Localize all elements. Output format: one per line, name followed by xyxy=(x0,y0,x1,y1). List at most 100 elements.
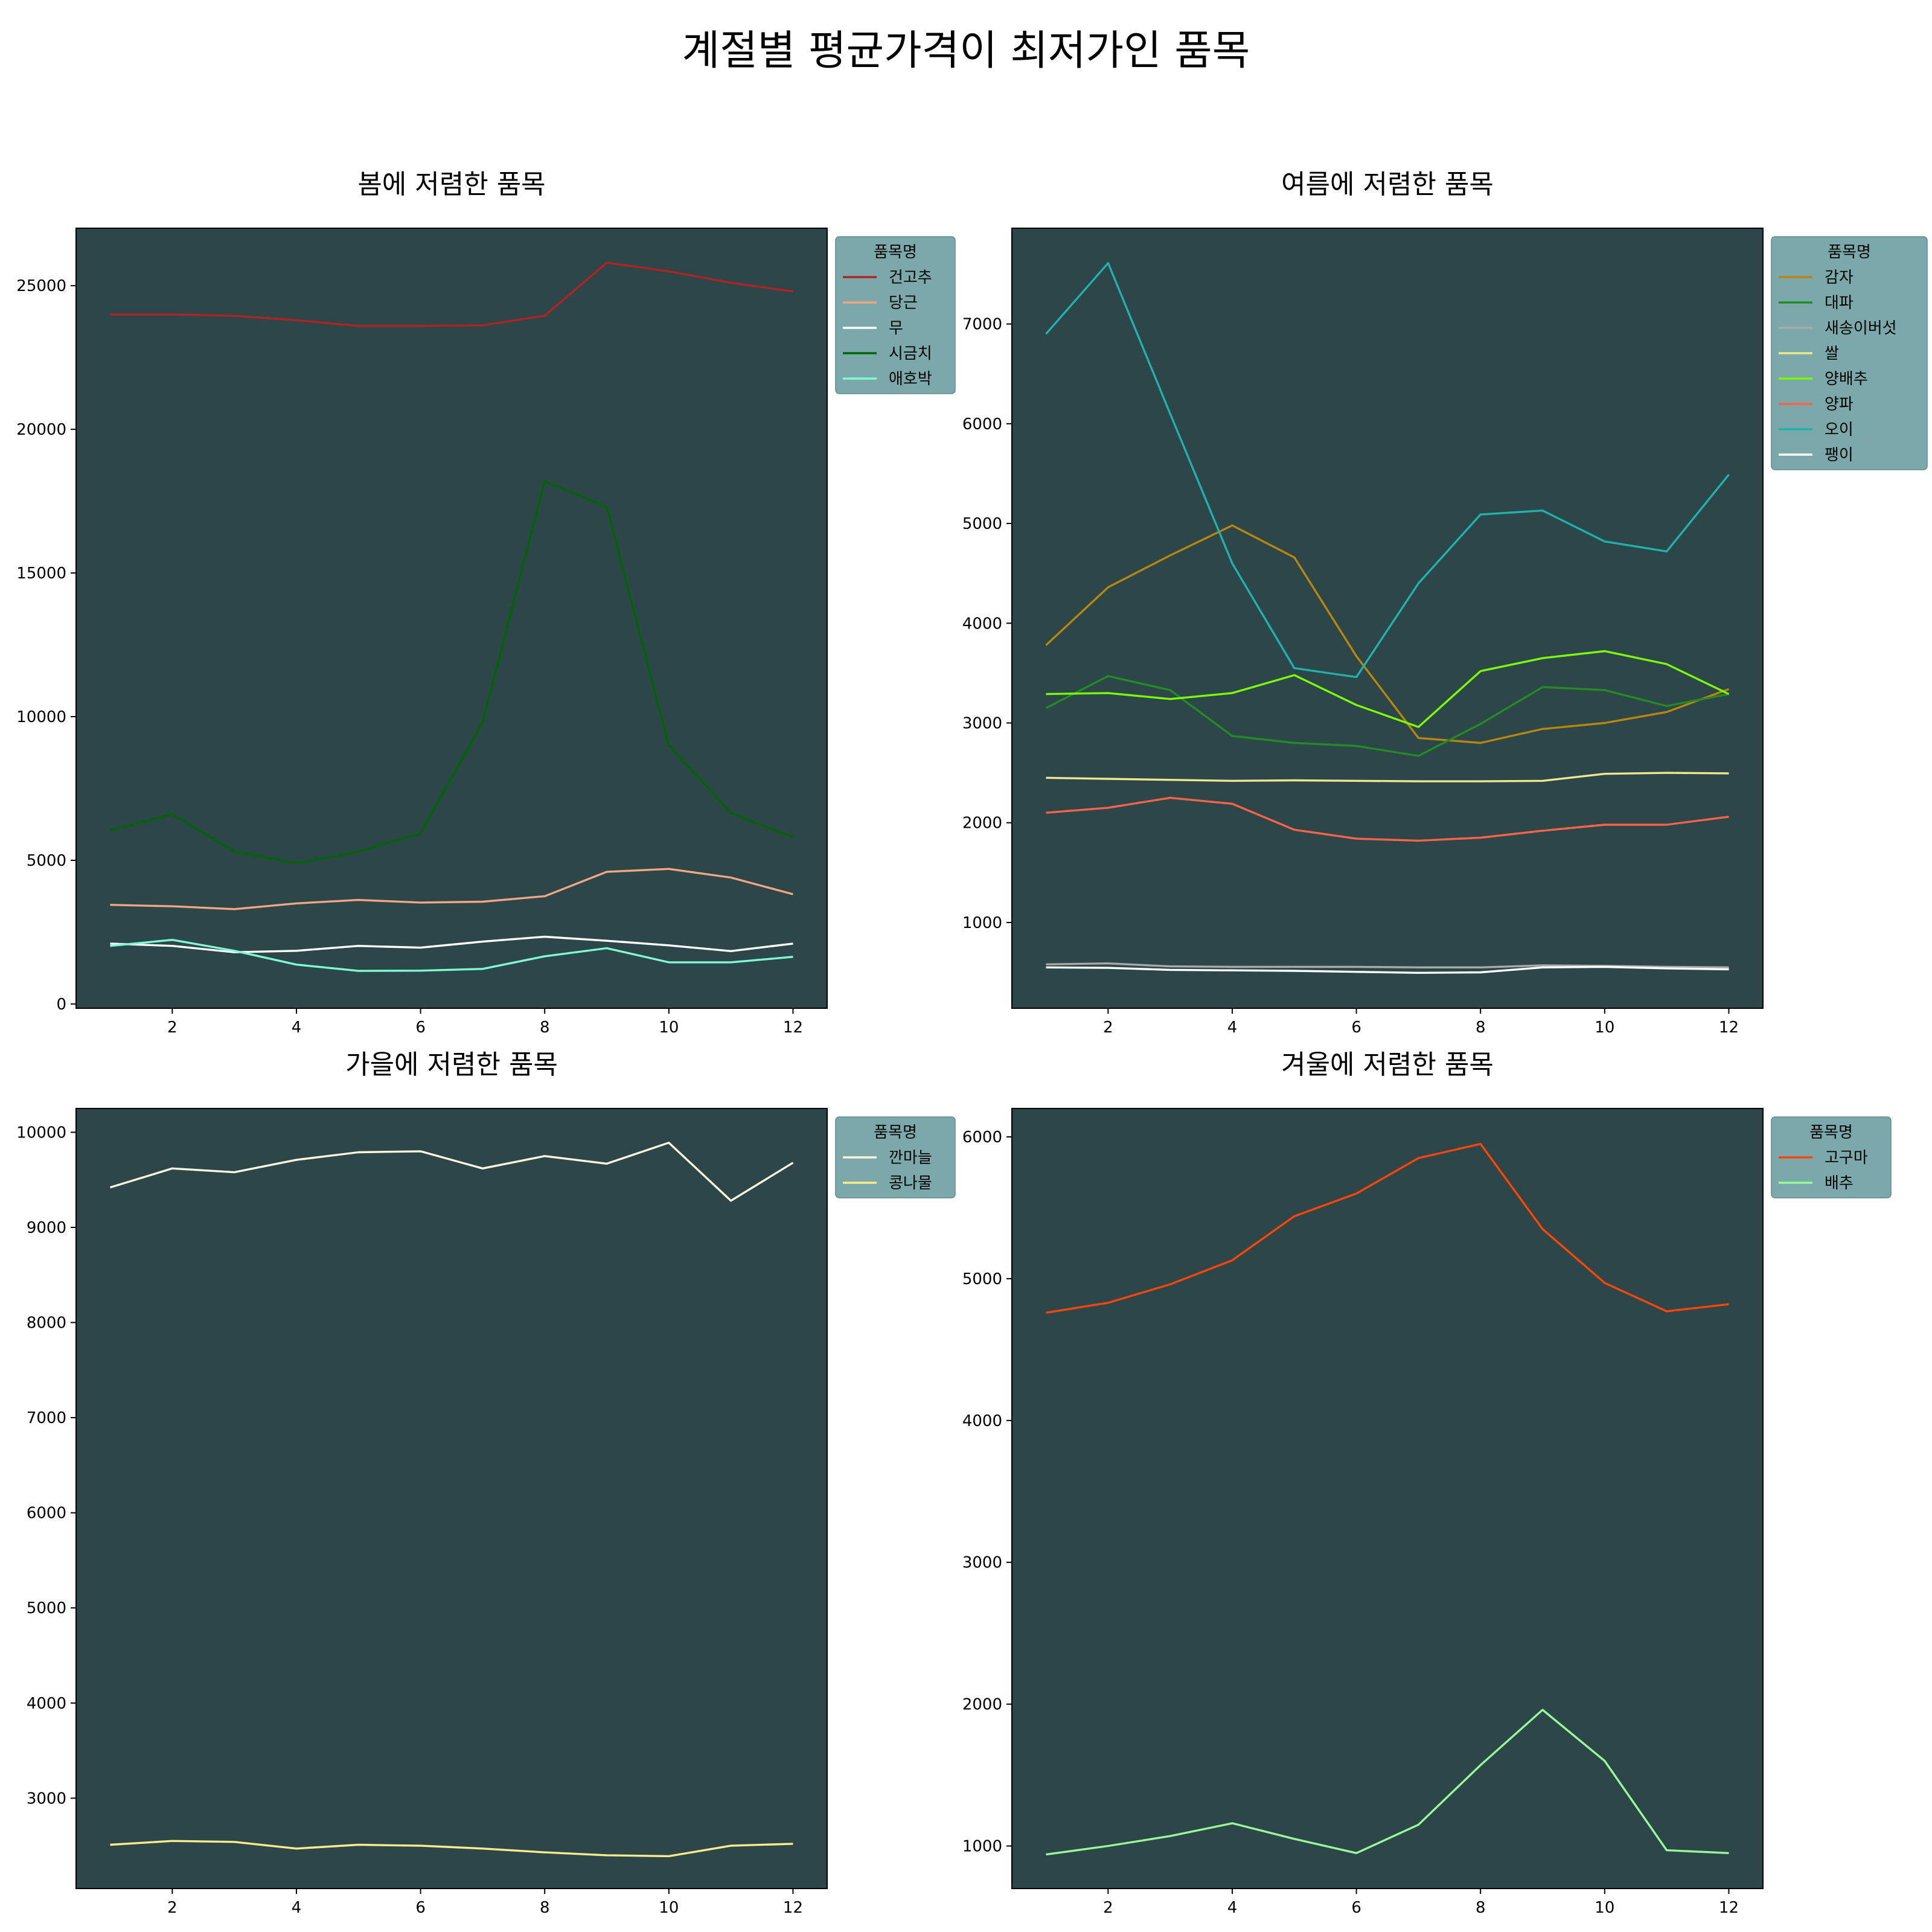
y-tick-label: 7000 xyxy=(962,316,1002,334)
series-lines xyxy=(110,1141,794,1858)
axes-frame xyxy=(1011,228,1764,1009)
legend-label: 시금치 xyxy=(889,345,932,363)
y-tick-label: 3000 xyxy=(962,714,1002,732)
legend-box xyxy=(1771,1116,1892,1198)
panel-title: 여름에 저렴한 품목 xyxy=(1281,169,1494,200)
legend-label: 양배추 xyxy=(1825,370,1868,388)
series-line-건고추 xyxy=(110,261,793,327)
y-tick-label: 5000 xyxy=(27,1599,66,1617)
x-tick-label: 4 xyxy=(1227,1019,1238,1037)
x-tick-label: 2 xyxy=(1103,1899,1113,1917)
series-line-고구마 xyxy=(1046,1142,1729,1314)
series-line-시금치 xyxy=(110,480,794,865)
x-tick-label: 10 xyxy=(659,1019,679,1037)
legend-label: 당근 xyxy=(889,294,918,312)
y-tick-label: 1000 xyxy=(962,1838,1002,1856)
series-line-팽이 xyxy=(1046,965,1729,974)
plot-area xyxy=(76,1108,827,1889)
plot-area xyxy=(1012,228,1763,1008)
y-tick-label: 20000 xyxy=(16,421,66,439)
legend-box xyxy=(1771,236,1928,470)
y-tick-label: 4000 xyxy=(962,615,1002,633)
legend-box xyxy=(835,1116,956,1198)
y-tick-label: 8000 xyxy=(27,1314,66,1332)
y-tick-label: 25000 xyxy=(16,277,66,295)
x-tick-label: 4 xyxy=(292,1899,302,1917)
legend-label: 오이 xyxy=(1825,421,1854,439)
y-tick-label: 4000 xyxy=(27,1695,66,1713)
series-line-애호박 xyxy=(110,938,793,972)
x-tick-label: 2 xyxy=(1103,1019,1113,1037)
figure-suptitle: 계절별 평균가격이 최저가인 품목 xyxy=(682,27,1250,75)
series-line-무 xyxy=(110,935,793,953)
x-tick-label: 12 xyxy=(783,1899,803,1917)
chart-panel-summer: 여름에 저렴한 품목 2 4 6 8 10 12 1000 2000 3000 4000 5000 60… xyxy=(962,169,1928,1037)
series-line-오이 xyxy=(1045,262,1730,679)
legend-label: 팽이 xyxy=(1825,446,1854,464)
x-tick-label: 12 xyxy=(1719,1019,1739,1037)
legend-title: 품목명 xyxy=(874,1124,917,1142)
y-tick-label: 9000 xyxy=(27,1219,66,1237)
y-tick-label: 5000 xyxy=(27,852,66,870)
series-line-당근 xyxy=(110,868,793,910)
series-line-양파 xyxy=(1046,796,1729,842)
y-tick-label: 7000 xyxy=(27,1409,66,1427)
y-tick-label: 2000 xyxy=(962,814,1002,833)
panel-title: 가을에 저렴한 품목 xyxy=(345,1049,558,1080)
axes-frame xyxy=(75,1108,828,1889)
plot-area xyxy=(76,228,827,1008)
y-tick-label: 6000 xyxy=(962,1128,1002,1147)
x-tick-label: 10 xyxy=(659,1899,679,1917)
series-line-깐마늘 xyxy=(110,1141,794,1202)
x-tick-label: 4 xyxy=(292,1019,302,1037)
axes-frame xyxy=(1011,1108,1764,1889)
chart-panel-autumn: 가을에 저렴한 품목 2 4 6 8 10 12 3000 4000 5000 6000 7000 80… xyxy=(16,1049,956,1917)
legend-label: 양파 xyxy=(1825,395,1854,414)
y-tick-label: 0 xyxy=(56,996,66,1014)
x-tick-label: 10 xyxy=(1595,1019,1614,1037)
x-tick-label: 6 xyxy=(415,1019,426,1037)
series-lines xyxy=(1046,1142,1729,1856)
y-tick-label: 15000 xyxy=(16,565,66,583)
legend-label: 새송이버섯 xyxy=(1825,319,1897,337)
chart-panel-spring: 봄에 저렴한 품목 2 4 6 8 10 12 0 5000 10000 15000 20000 250… xyxy=(16,169,956,1037)
series-line-양배추 xyxy=(1046,650,1730,728)
legend-title: 품목명 xyxy=(1828,243,1871,261)
y-tick-label: 5000 xyxy=(962,1270,1002,1288)
x-tick-label: 8 xyxy=(1476,1019,1486,1037)
legend-label: 배추 xyxy=(1825,1174,1854,1192)
x-tick-label: 6 xyxy=(415,1899,426,1917)
legend-title: 품목명 xyxy=(874,243,917,261)
y-tick-label: 1000 xyxy=(962,914,1002,932)
series-line-콩나물 xyxy=(110,1840,793,1858)
x-tick-label: 8 xyxy=(540,1019,550,1037)
y-tick-label: 5000 xyxy=(962,515,1002,533)
panel-title: 봄에 저렴한 품목 xyxy=(357,169,545,200)
legend-label: 감자 xyxy=(1825,269,1854,287)
y-tick-label: 2000 xyxy=(962,1696,1002,1714)
x-tick-label: 8 xyxy=(1476,1899,1486,1917)
legend-label: 애호박 xyxy=(889,370,932,388)
legend-label: 쌀 xyxy=(1825,345,1839,363)
x-tick-label: 6 xyxy=(1351,1019,1361,1037)
x-tick-label: 4 xyxy=(1227,1899,1238,1917)
x-tick-label: 12 xyxy=(783,1019,803,1037)
x-tick-label: 10 xyxy=(1595,1899,1614,1917)
series-line-쌀 xyxy=(1046,772,1729,782)
subplot-grid: 봄에 저렴한 품목2 4 6 8 10 1205000100001500020000250… xyxy=(16,169,1928,1917)
y-tick-label: 6000 xyxy=(962,415,1002,433)
series-line-새송이버섯 xyxy=(1046,962,1729,969)
axes-frame xyxy=(75,228,828,1009)
y-tick-label: 3000 xyxy=(27,1790,66,1808)
y-tick-label: 4000 xyxy=(962,1412,1002,1430)
series-lines xyxy=(1045,262,1730,974)
x-tick-label: 2 xyxy=(167,1019,178,1037)
y-tick-label: 10000 xyxy=(16,1124,66,1142)
chart-panel-winter: 겨울에 저렴한 품목 2 4 6 8 10 12 1000 2000 3000 4000 5000 60… xyxy=(962,1049,1892,1917)
x-tick-label: 2 xyxy=(167,1899,178,1917)
y-tick-label: 10000 xyxy=(16,708,66,726)
